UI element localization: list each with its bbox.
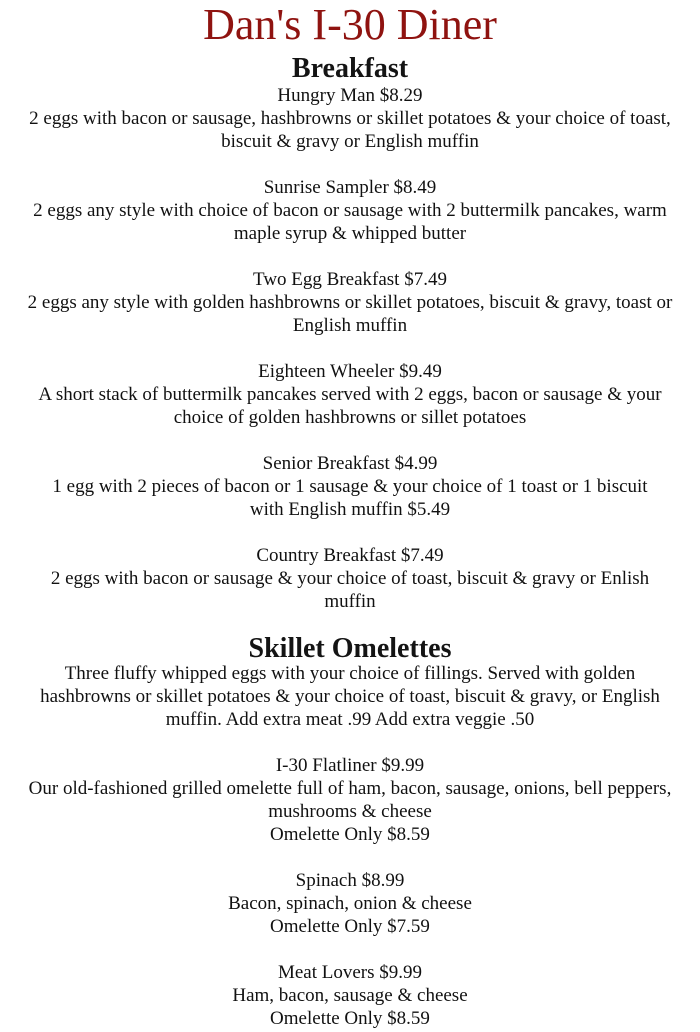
item-name-price: Sunrise Sampler $8.49 bbox=[263, 177, 437, 198]
menu-item-eighteen-wheeler: Eighteen Wheeler $9.49 A short stack of … bbox=[0, 360, 700, 429]
item-description-line: choice of golden hashbrowns or sillet po… bbox=[173, 407, 527, 428]
item-name-price: Eighteen Wheeler $9.49 bbox=[258, 361, 442, 382]
item-description-line: English muffin bbox=[292, 315, 408, 336]
item-description-line: 2 eggs with bacon or sausage & your choi… bbox=[50, 568, 650, 589]
item-omelette-only-price: Omelette Only $7.59 bbox=[270, 916, 430, 937]
menu-item-hungry-man: Hungry Man $8.29 2 eggs with bacon or sa… bbox=[0, 84, 700, 153]
item-description-line: with English muffin $5.49 bbox=[249, 499, 451, 520]
item-name-price: Meat Lovers $9.99 bbox=[277, 962, 423, 983]
item-description-line: Our old-fashioned grilled omelette full … bbox=[28, 778, 672, 799]
item-description-line: 2 eggs with bacon or sausage, hashbrowns… bbox=[29, 108, 671, 129]
item-description-line: 2 eggs any style with choice of bacon or… bbox=[33, 200, 667, 221]
item-name-price: Hungry Man $8.29 bbox=[277, 85, 423, 106]
item-description-line: mushrooms & cheese bbox=[268, 801, 432, 822]
menu-item-i30-flatliner: I-30 Flatliner $9.99 Our old-fashioned g… bbox=[0, 754, 700, 846]
menu-item-meat-lovers: Meat Lovers $9.99 Ham, bacon, sausage & … bbox=[0, 961, 700, 1030]
menu-item-spinach: Spinach $8.99 Bacon, spinach, onion & ch… bbox=[0, 869, 700, 938]
menu-item-sunrise-sampler: Sunrise Sampler $8.49 2 eggs any style w… bbox=[0, 176, 700, 245]
section-intro-line: Three fluffy whipped eggs with your choi… bbox=[64, 663, 636, 684]
item-description-line: Bacon, spinach, onion & cheese bbox=[228, 893, 472, 914]
item-name-price: Senior Breakfast $4.99 bbox=[262, 453, 438, 474]
section-intro-line: muffin. Add extra meat .99 Add extra veg… bbox=[165, 709, 535, 730]
page-title: Dan's I-30 Diner bbox=[203, 0, 497, 49]
item-omelette-only-price: Omelette Only $8.59 bbox=[270, 1008, 430, 1029]
item-description-line: muffin bbox=[324, 591, 376, 612]
menu-item-senior-breakfast: Senior Breakfast $4.99 1 egg with 2 piec… bbox=[0, 452, 700, 521]
menu-item-country-breakfast: Country Breakfast $7.49 2 eggs with baco… bbox=[0, 544, 700, 613]
item-name-price: Two Egg Breakfast $7.49 bbox=[253, 269, 447, 290]
item-omelette-only-price: Omelette Only $8.59 bbox=[270, 824, 430, 845]
section-intro-line: hashbrowns or skillet potatoes & your ch… bbox=[40, 686, 660, 707]
item-name-price: Country Breakfast $7.49 bbox=[256, 545, 444, 566]
section-header-breakfast: Breakfast bbox=[291, 53, 409, 84]
item-description-line: maple syrup & whipped butter bbox=[233, 223, 467, 244]
item-description-line: Ham, bacon, sausage & cheese bbox=[232, 985, 468, 1006]
section-intro-skillet-omelettes: Three fluffy whipped eggs with your choi… bbox=[0, 662, 700, 731]
item-description-line: 1 egg with 2 pieces of bacon or 1 sausag… bbox=[52, 476, 648, 497]
item-description-line: A short stack of buttermilk pancakes ser… bbox=[38, 384, 662, 405]
item-name-price: I-30 Flatliner $9.99 bbox=[275, 755, 425, 776]
item-description-line: 2 eggs any style with golden hashbrowns … bbox=[27, 292, 673, 313]
menu-item-two-egg-breakfast: Two Egg Breakfast $7.49 2 eggs any style… bbox=[0, 268, 700, 337]
item-description-line: biscuit & gravy or English muffin bbox=[221, 131, 479, 152]
item-name-price: Spinach $8.99 bbox=[295, 870, 405, 891]
section-header-skillet-omelettes: Skillet Omelettes bbox=[248, 633, 452, 664]
